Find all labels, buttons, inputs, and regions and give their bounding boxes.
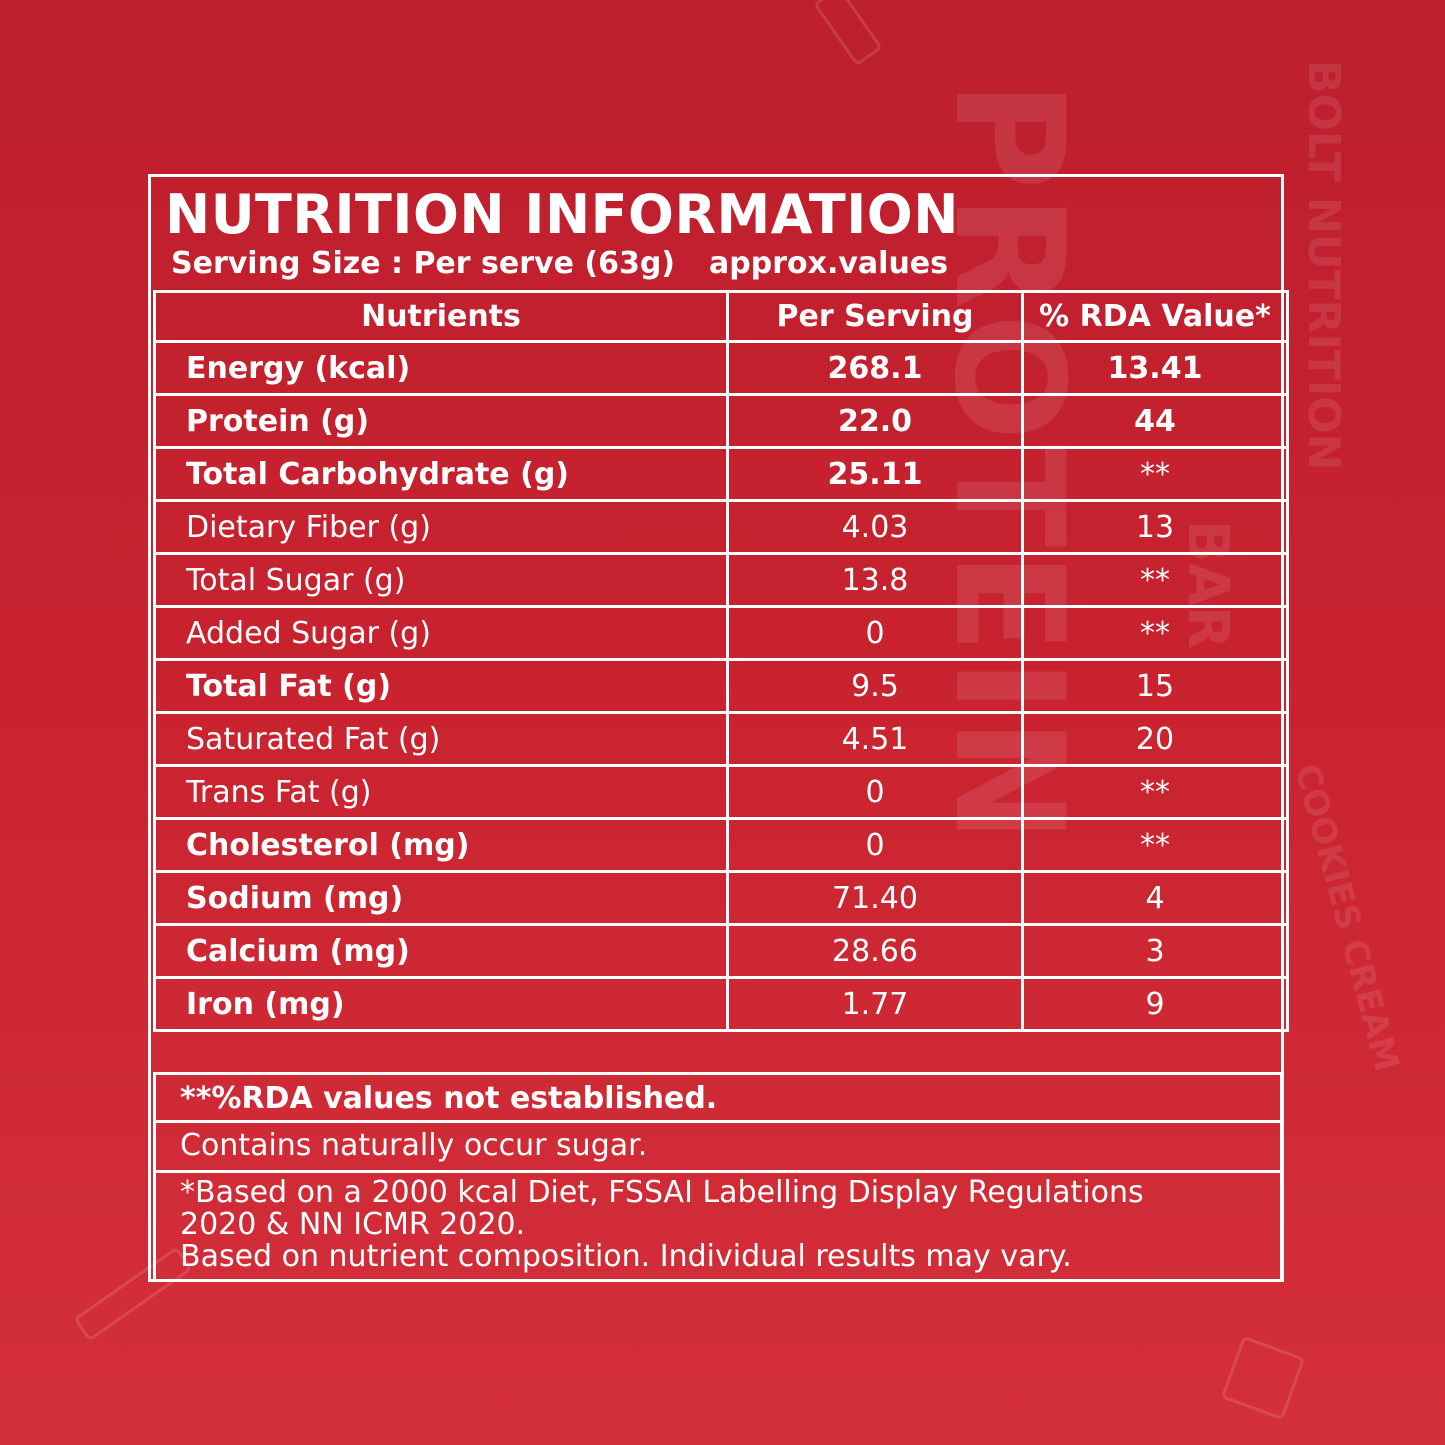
- column-header-per-serving: Per Serving: [726, 290, 1024, 343]
- per-serving-value: 13.8: [726, 552, 1024, 608]
- table-row: Saturated Fat (g) 4.51 20: [153, 711, 1289, 767]
- nutrient-name: Energy (kcal): [153, 340, 729, 396]
- nutrient-name: Sodium (mg): [153, 870, 729, 926]
- table-row: Protein (g) 22.0 44: [153, 393, 1289, 449]
- per-serving-value: 0: [726, 817, 1024, 873]
- basis-line: 2020 & NN ICMR 2020.: [180, 1207, 526, 1242]
- nutrition-table: Nutrients Per Serving % RDA Value* Energ…: [153, 290, 1289, 1032]
- per-serving-value: 0: [726, 605, 1024, 661]
- nutrient-name: Dietary Fiber (g): [153, 499, 729, 555]
- per-serving-value: 25.11: [726, 446, 1024, 502]
- rda-value: 4: [1021, 870, 1289, 926]
- column-header-nutrients: Nutrients: [153, 290, 729, 343]
- table-row: Cholesterol (mg) 0 **: [153, 817, 1289, 873]
- rda-value: 13.41: [1021, 340, 1289, 396]
- rda-value: 3: [1021, 923, 1289, 979]
- panel-title: NUTRITION INFORMATION: [165, 183, 959, 246]
- rda-value: 15: [1021, 658, 1289, 714]
- nutrient-name: Total Fat (g): [153, 658, 729, 714]
- per-serving-value: 4.03: [726, 499, 1024, 555]
- rda-value: **: [1021, 605, 1289, 661]
- table-header-row: Nutrients Per Serving % RDA Value*: [153, 290, 1289, 343]
- nutrient-name: Trans Fat (g): [153, 764, 729, 820]
- background-brand-name: BOLT NUTRITION: [1298, 60, 1349, 471]
- rda-value: 20: [1021, 711, 1289, 767]
- serving-size-text: Serving Size : Per serve (63g): [171, 246, 676, 281]
- approx-values-text: approx.values: [709, 246, 949, 281]
- column-header-rda: % RDA Value*: [1021, 290, 1289, 343]
- per-serving-value: 71.40: [726, 870, 1024, 926]
- rda-footnote: **%RDA values not established.: [153, 1072, 1283, 1123]
- rda-value: 44: [1021, 393, 1289, 449]
- rda-value: 9: [1021, 976, 1289, 1032]
- nutrient-name: Added Sugar (g): [153, 605, 729, 661]
- rda-value: 13: [1021, 499, 1289, 555]
- table-row: Trans Fat (g) 0 **: [153, 764, 1289, 820]
- nutrient-name: Calcium (mg): [153, 923, 729, 979]
- table-row: Total Fat (g) 9.5 15: [153, 658, 1289, 714]
- rda-value: **: [1021, 817, 1289, 873]
- background-flavor-label: COOKIES CREAM: [1286, 760, 1407, 1076]
- per-serving-value: 22.0: [726, 393, 1024, 449]
- per-serving-value: 4.51: [726, 711, 1024, 767]
- table-row: Iron (mg) 1.77 9: [153, 976, 1289, 1032]
- per-serving-value: 0: [726, 764, 1024, 820]
- per-serving-value: 268.1: [726, 340, 1024, 396]
- nutrient-name: Saturated Fat (g): [153, 711, 729, 767]
- table-row: Total Carbohydrate (g) 25.11 **: [153, 446, 1289, 502]
- nutrient-name: Total Sugar (g): [153, 552, 729, 608]
- table-row: Total Sugar (g) 13.8 **: [153, 552, 1289, 608]
- basis-footnote: *Based on a 2000 kcal Diet, FSSAI Labell…: [153, 1173, 1283, 1279]
- scale-icon: [1220, 1335, 1306, 1421]
- nutrient-name: Iron (mg): [153, 976, 729, 1032]
- per-serving-value: 28.66: [726, 923, 1024, 979]
- table-row: Sodium (mg) 71.40 4: [153, 870, 1289, 926]
- rda-value: **: [1021, 764, 1289, 820]
- basis-line: Based on nutrient composition. Individua…: [180, 1239, 1072, 1274]
- per-serving-value: 1.77: [726, 976, 1024, 1032]
- dumbbell-icon: [813, 0, 883, 67]
- nutrient-name: Total Carbohydrate (g): [153, 446, 729, 502]
- table-row: Dietary Fiber (g) 4.03 13: [153, 499, 1289, 555]
- serving-size: Serving Size : Per serve (63g) approx.val…: [171, 245, 948, 283]
- table-row: Energy (kcal) 268.1 13.41: [153, 340, 1289, 396]
- nutrition-panel: NUTRITION INFORMATION Serving Size : Per…: [148, 174, 1289, 1282]
- basis-line: *Based on a 2000 kcal Diet, FSSAI Labell…: [180, 1175, 1144, 1210]
- sugar-footnote: Contains naturally occur sugar.: [153, 1123, 1283, 1173]
- table-row: Calcium (mg) 28.66 3: [153, 923, 1289, 979]
- rda-value: **: [1021, 552, 1289, 608]
- rda-value: **: [1021, 446, 1289, 502]
- table-row: Added Sugar (g) 0 **: [153, 605, 1289, 661]
- nutrient-name: Protein (g): [153, 393, 729, 449]
- nutrient-name: Cholesterol (mg): [153, 817, 729, 873]
- per-serving-value: 9.5: [726, 658, 1024, 714]
